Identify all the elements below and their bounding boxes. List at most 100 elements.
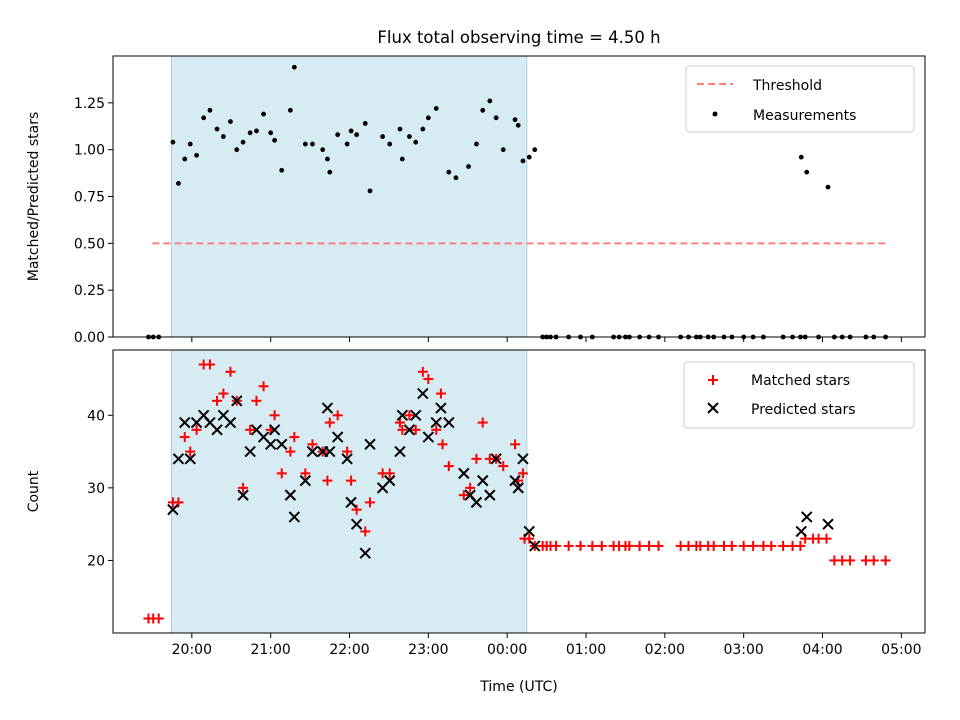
measurement-point (234, 147, 240, 153)
measurement-point (500, 147, 506, 153)
measurement-point (348, 128, 354, 134)
x-tick-label: 22:00 (329, 642, 369, 658)
matched-star-point (766, 540, 777, 551)
matched-star-point (342, 446, 353, 457)
x-tick-label: 21:00 (250, 642, 290, 658)
measurement-point (310, 141, 315, 147)
predicted-star-point (394, 445, 406, 458)
predicted-star-point (237, 489, 249, 501)
matched-star-point (238, 482, 249, 493)
matched-legend-label: Matched stars (751, 373, 850, 389)
measurement-point (407, 134, 412, 139)
measurement-point (532, 147, 538, 153)
measurement-point (220, 134, 226, 139)
measurement-point (170, 139, 176, 145)
matched-star-point (289, 432, 300, 443)
matched-star-point (845, 555, 856, 566)
y-tick-label: 1.00 (74, 143, 105, 159)
bottom-panel: 20 30 40 20:00 21:00 22:00 23:00 00:00 01:00 02:… (26, 349, 926, 695)
matched-star-point (384, 468, 395, 479)
matched-star-point (153, 613, 164, 624)
predicted-star-point (264, 438, 277, 451)
predicted-star-point (224, 416, 237, 429)
measurement-point (515, 122, 521, 128)
matched-star-point (738, 540, 749, 551)
y-tick-label: 20 (87, 553, 105, 569)
x-tick-label: 04:00 (802, 642, 842, 658)
matched-star-point (443, 461, 454, 472)
x-tick-label: 20:00 (172, 642, 212, 658)
matched-star-point (880, 555, 891, 566)
measurement-point (480, 107, 486, 113)
predicted-legend-swatch (707, 402, 719, 414)
matched-star-point (276, 468, 287, 479)
y-tick-label: 0.50 (74, 236, 105, 252)
matched-star-point (477, 417, 488, 428)
matched-star-point (394, 417, 405, 428)
matched-star-point (212, 395, 223, 406)
matched-star-point (653, 540, 664, 551)
measurement-point (291, 64, 297, 70)
matched-star-point (322, 475, 333, 486)
matched-star-point (269, 410, 280, 421)
measurement-point (344, 141, 350, 147)
matched-star-point (726, 540, 737, 551)
predicted-star-point (435, 402, 447, 414)
predicted-star-point (179, 416, 191, 429)
predicted-star-point (324, 445, 336, 458)
measurement-point (399, 156, 405, 162)
predicted-star-point (822, 518, 834, 530)
matched-star-point (410, 424, 421, 435)
bottom-x-axis-ticks: 20:00 21:00 22:00 23:00 00:00 01:00 02:00 03:00… (172, 633, 922, 658)
predicted-star-point (458, 467, 470, 480)
measurement-point (268, 130, 274, 136)
matched-star-point (795, 540, 806, 551)
measurement-point (425, 115, 431, 121)
predicted-star-point (288, 511, 301, 523)
matched-star-point (204, 359, 215, 370)
bottom-y-axis-label: Count (26, 470, 42, 512)
measurement-point (335, 132, 341, 138)
measurement-point (397, 126, 403, 132)
matched-star-point (708, 540, 719, 551)
top-legend: Threshold Measurements (685, 65, 915, 133)
matched-star-point (191, 424, 202, 435)
predicted-star-point (470, 496, 483, 509)
predicted-star-point (321, 402, 334, 414)
predicted-star-point (417, 387, 429, 400)
matched-star-point (300, 468, 311, 479)
matched-star-point (332, 410, 343, 421)
matched-star-point (435, 388, 446, 399)
predicted-star-point (211, 424, 223, 436)
measurement-point (228, 119, 233, 124)
matched-star-point (324, 417, 335, 428)
x-tick-label: 03:00 (723, 642, 763, 658)
bottom-legend-box (683, 361, 915, 429)
matched-star-point (624, 540, 635, 551)
matched-star-point (551, 540, 562, 551)
y-tick-label: 30 (87, 481, 105, 497)
matched-star-point (748, 540, 759, 551)
matched-star-point (417, 366, 428, 377)
measurement-point (433, 106, 439, 111)
bottom-plot-frame (112, 349, 926, 634)
matched-star-point (517, 468, 528, 479)
top-highlight-span (170, 55, 528, 338)
predicted-star-point (167, 503, 179, 516)
predicted-star-point (517, 453, 529, 465)
measurement-point (176, 180, 181, 186)
matched-star-point (245, 424, 256, 435)
measurement-point (362, 121, 368, 126)
predicted-star-point (403, 424, 416, 436)
predicted-star-point (509, 474, 521, 487)
predicted-star-point (443, 416, 455, 429)
matched-star-point (524, 533, 535, 544)
matched-star-point (575, 540, 586, 551)
predicted-star-point (484, 489, 496, 501)
top-y-axis-ticks: 0.00 0.25 0.50 0.75 1.00 1.25 (74, 96, 113, 346)
x-tick-label: 05:00 (881, 642, 921, 658)
measurement-point (474, 141, 479, 147)
matched-star-point (458, 490, 469, 501)
matched-star-point (185, 446, 196, 457)
